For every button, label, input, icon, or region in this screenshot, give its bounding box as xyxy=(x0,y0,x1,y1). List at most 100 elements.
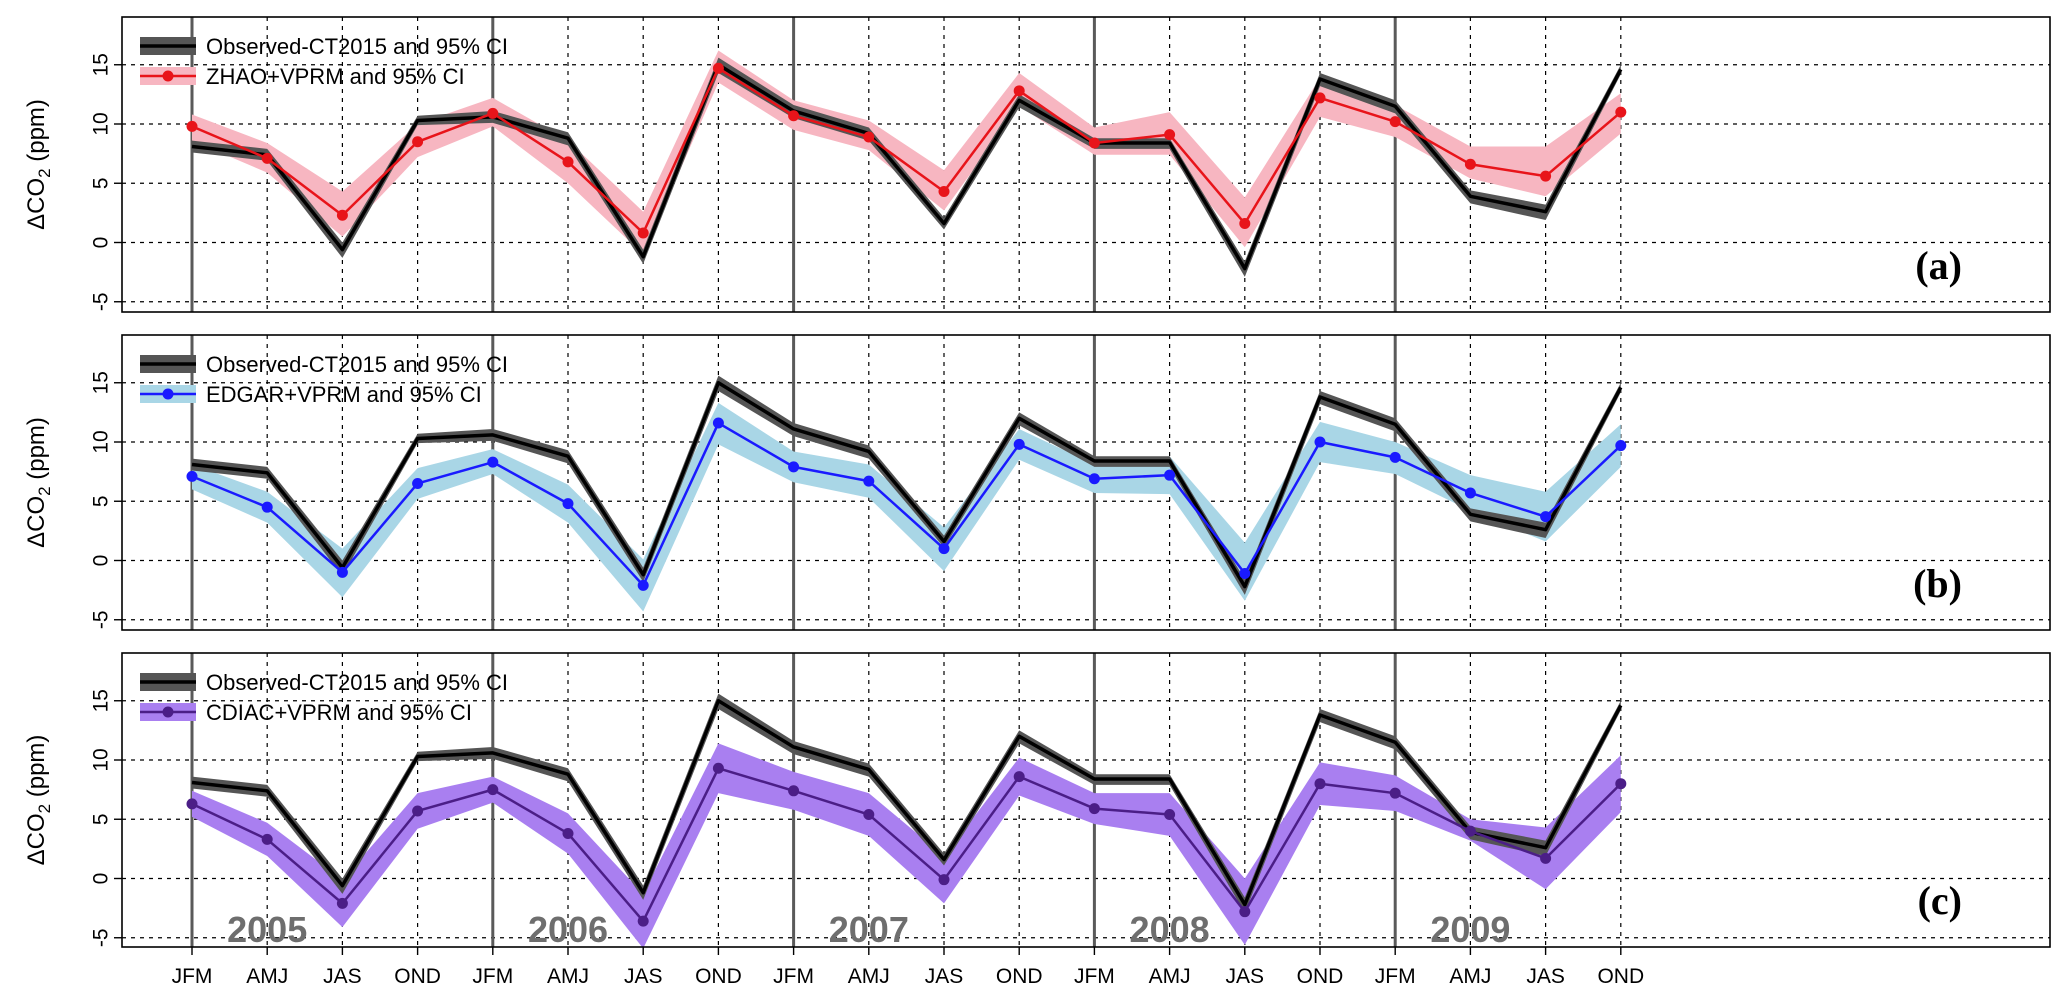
plot-area xyxy=(122,335,2050,630)
x-tick-label: JFM xyxy=(1074,965,1115,988)
y-tick-label: 5 xyxy=(90,813,113,825)
model-series-line xyxy=(191,67,1622,235)
model-data-point xyxy=(336,566,348,578)
y-tick-label: -5 xyxy=(90,928,113,947)
panel-2: -5 0 5 10 15 ΔCO2 (ppm) Observed-CT2015 and 95… xyxy=(23,652,2051,948)
model-data-point xyxy=(712,417,724,429)
panel-frame xyxy=(121,16,2051,313)
model-data-point xyxy=(336,209,348,221)
panel-0: -5 0 5 10 15 ΔCO2 (ppm) Observed-CT2015 and 95… xyxy=(23,16,2051,313)
x-tick-label: JAS xyxy=(925,965,964,988)
x-tick-label: JFM xyxy=(773,965,814,988)
model-data-point xyxy=(487,107,499,119)
model-data-point xyxy=(1088,137,1100,149)
model-data-point xyxy=(1314,92,1326,104)
y-tick-label: 15 xyxy=(90,689,113,712)
x-tick-label: OND xyxy=(996,965,1043,988)
model-data-point xyxy=(938,186,950,198)
legend-model-marker xyxy=(162,70,174,82)
y-tick-label: 5 xyxy=(90,495,113,507)
model-data-point xyxy=(1615,106,1627,118)
model-data-point xyxy=(562,827,574,839)
model-data-point xyxy=(788,461,800,473)
x-tick-label: AMJ xyxy=(848,965,890,988)
x-tick-label: JFM xyxy=(172,965,213,988)
panel-label: (c) xyxy=(1918,878,1962,923)
y-tick-label: 15 xyxy=(90,53,113,76)
x-tick-label: OND xyxy=(394,965,441,988)
legend-observed-label: Observed-CT2015 and 95% CI xyxy=(206,670,508,695)
model-series-line xyxy=(191,421,1622,587)
legend-observed-label: Observed-CT2015 and 95% CI xyxy=(206,34,508,59)
model-data-point xyxy=(1239,568,1251,580)
model-data-point xyxy=(1314,778,1326,790)
model-data-point xyxy=(1164,809,1176,821)
model-data-point xyxy=(712,62,724,74)
observed-series-line xyxy=(191,63,1623,271)
model-data-point xyxy=(788,110,800,122)
year-label: 2009 xyxy=(1430,909,1510,950)
model-data-point xyxy=(788,785,800,797)
model-data-point xyxy=(186,120,198,132)
observed-series-line xyxy=(191,381,1623,589)
observed-series-line xyxy=(191,699,1623,907)
y-tick-label: 10 xyxy=(90,430,113,453)
x-tick-label: OND xyxy=(695,965,742,988)
model-data-point xyxy=(186,798,198,810)
model-data-point xyxy=(487,456,499,468)
plot-area xyxy=(122,17,2050,312)
year-label: 2005 xyxy=(227,909,307,950)
model-data-point xyxy=(1540,170,1552,182)
legend-model-marker xyxy=(162,706,174,718)
model-data-point xyxy=(1088,473,1100,485)
model-data-point xyxy=(261,833,273,845)
model-data-point xyxy=(412,477,424,489)
x-tick-label: AMJ xyxy=(246,965,288,988)
legend-model-label: CDIAC+VPRM and 95% CI xyxy=(206,700,472,725)
model-data-point xyxy=(1464,487,1476,499)
model-data-point xyxy=(1389,451,1401,463)
y-tick-label: 5 xyxy=(90,177,113,189)
x-tick-label: JFM xyxy=(472,965,513,988)
y-tick-label: 0 xyxy=(90,237,113,249)
year-label: 2006 xyxy=(528,909,608,950)
year-label: 2008 xyxy=(1130,909,1210,950)
y-tick-label: -5 xyxy=(90,610,113,629)
model-data-point xyxy=(562,156,574,168)
y-axis-label: ΔCO2 (ppm) xyxy=(23,735,54,866)
model-data-point xyxy=(336,897,348,909)
model-data-point xyxy=(412,805,424,817)
model-data-point xyxy=(1013,85,1025,97)
model-data-point xyxy=(261,501,273,513)
y-tick-label: 10 xyxy=(90,112,113,135)
model-data-point xyxy=(1088,803,1100,815)
y-axis-label: ΔCO2 (ppm) xyxy=(23,417,54,548)
panel-label: (a) xyxy=(1915,243,1962,288)
model-data-point xyxy=(1464,825,1476,837)
model-data-point xyxy=(637,579,649,591)
model-data-point xyxy=(863,131,875,143)
x-tick-label: JFM xyxy=(1375,965,1416,988)
year-label: 2007 xyxy=(829,909,909,950)
legend-model-label: ZHAO+VPRM and 95% CI xyxy=(206,64,465,89)
model-data-point xyxy=(1239,218,1251,230)
model-data-point xyxy=(863,475,875,487)
model-data-point xyxy=(1540,852,1552,864)
model-data-point xyxy=(186,470,198,482)
model-data-point xyxy=(1013,771,1025,783)
model-data-point xyxy=(1389,116,1401,128)
model-data-point xyxy=(938,874,950,886)
model-data-point xyxy=(637,227,649,239)
model-data-point xyxy=(1615,778,1627,790)
y-tick-label: 15 xyxy=(90,371,113,394)
model-data-point xyxy=(487,784,499,796)
model-data-point xyxy=(712,762,724,774)
model-ci-band xyxy=(192,743,1621,947)
model-data-point xyxy=(1013,438,1025,450)
legend-observed-label: Observed-CT2015 and 95% CI xyxy=(206,352,508,377)
model-data-point xyxy=(938,543,950,555)
x-tick-label: AMJ xyxy=(1449,965,1491,988)
legend-model-label: EDGAR+VPRM and 95% CI xyxy=(206,382,482,407)
model-data-point xyxy=(637,915,649,927)
model-ci-band xyxy=(192,50,1621,255)
